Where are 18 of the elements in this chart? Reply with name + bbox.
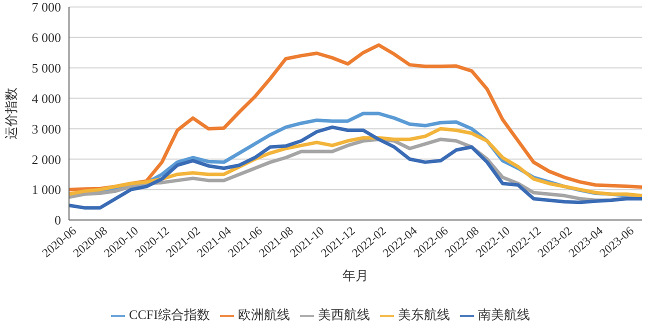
- legend-label: 南美航线: [478, 307, 530, 322]
- y-tick-label: 1 000: [32, 182, 61, 198]
- legend-label: CCFI综合指数: [129, 307, 210, 322]
- line-series: [67, 125, 644, 210]
- y-tick-label: 3 000: [32, 121, 61, 136]
- y-axis-title: 运价指数: [4, 88, 19, 140]
- y-tick-label: 0: [54, 212, 61, 228]
- y-tick-label: 6 000: [32, 30, 61, 46]
- y-tick-label: 7 000: [32, 0, 61, 15]
- x-axis-title: 年月: [342, 268, 368, 283]
- y-tick-label: 4 000: [32, 90, 61, 106]
- legend-label: 欧洲航线: [238, 307, 290, 322]
- y-tick-label: 2 000: [32, 152, 61, 167]
- line-series: [67, 43, 644, 192]
- legend-label: 美西航线: [318, 307, 370, 322]
- y-tick-label: 5 000: [32, 60, 61, 76]
- line-series: [67, 126, 644, 198]
- legend-label: 美东航线: [398, 307, 450, 322]
